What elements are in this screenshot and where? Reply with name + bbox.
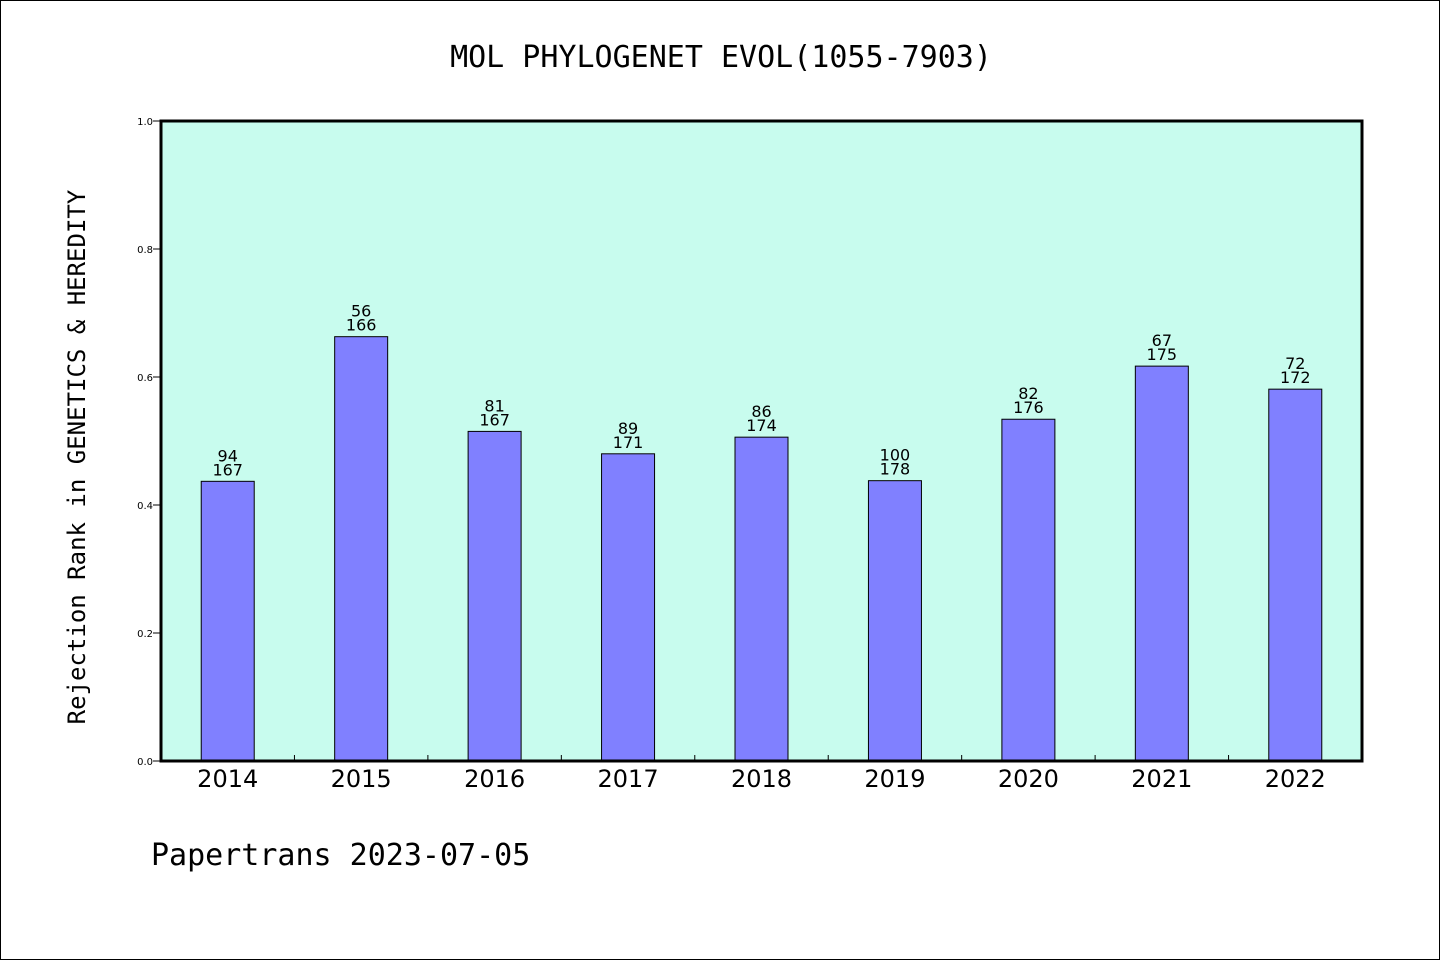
bar — [1001, 418, 1056, 762]
bar — [734, 436, 789, 762]
y-tick-label: 0.0 — [137, 757, 153, 768]
y-tick-label: 0.6 — [137, 373, 153, 384]
bar-rank-label: 82 — [1018, 384, 1038, 403]
bar-total-label: 167 — [479, 410, 510, 429]
x-tick-label: 2015 — [331, 765, 392, 793]
y-axis-label: Rejection Rank in GENETICS & HEREDITY — [63, 189, 91, 724]
x-tick-label: 2017 — [598, 765, 659, 793]
x-tick-label: 2020 — [998, 765, 1059, 793]
bar-rank-label: 81 — [484, 396, 504, 415]
y-tick-label: 0.8 — [137, 245, 153, 256]
chart-title: MOL PHYLOGENET EVOL(1055-7903) — [450, 40, 992, 75]
bar-rank-label: 56 — [351, 302, 371, 321]
bar — [601, 453, 656, 762]
bar-total-label: 172 — [1280, 368, 1311, 387]
x-tick-label: 2016 — [464, 765, 525, 793]
bar-rank-label: 94 — [218, 446, 238, 465]
plot-border — [159, 119, 1364, 763]
bar-total-label: 174 — [746, 416, 777, 435]
bar — [1268, 388, 1323, 762]
bar-rank-label: 89 — [618, 419, 638, 438]
y-tick-label: 0.2 — [137, 629, 153, 640]
bar-total-label: 176 — [1013, 398, 1044, 417]
y-tick-label: 1.0 — [137, 117, 153, 128]
y-tick-label: 0.4 — [137, 501, 153, 512]
bar-total-label: 167 — [212, 460, 243, 479]
bar — [334, 336, 389, 762]
bar-rank-label: 100 — [880, 446, 911, 465]
bar-total-label: 166 — [346, 316, 377, 335]
x-axis: 2014 2015 2016 2017 2018 2019 2020 2021 2022 — [197, 755, 1326, 793]
bar-total-label: 175 — [1147, 345, 1178, 364]
bar — [467, 430, 522, 762]
x-tick-label: 2014 — [197, 765, 258, 793]
bar-total-label: 171 — [613, 433, 644, 452]
x-tick-label: 2019 — [864, 765, 925, 793]
bars — [200, 336, 1323, 762]
x-tick-label: 2022 — [1265, 765, 1326, 793]
bar — [1134, 365, 1189, 762]
x-tick-label: 2018 — [731, 765, 792, 793]
bar-total-label: 178 — [880, 460, 911, 479]
bar — [867, 480, 922, 762]
y-axis: 0.0 0.2 0.4 0.6 0.8 1.0 — [137, 117, 161, 768]
x-tick-label: 2021 — [1131, 765, 1192, 793]
bar — [200, 480, 255, 762]
footer-text: Papertrans 2023-07-05 — [151, 838, 530, 873]
bar-rank-label: 72 — [1285, 354, 1305, 373]
bar-rank-label: 67 — [1152, 331, 1172, 350]
bar-rank-label: 86 — [751, 402, 771, 421]
